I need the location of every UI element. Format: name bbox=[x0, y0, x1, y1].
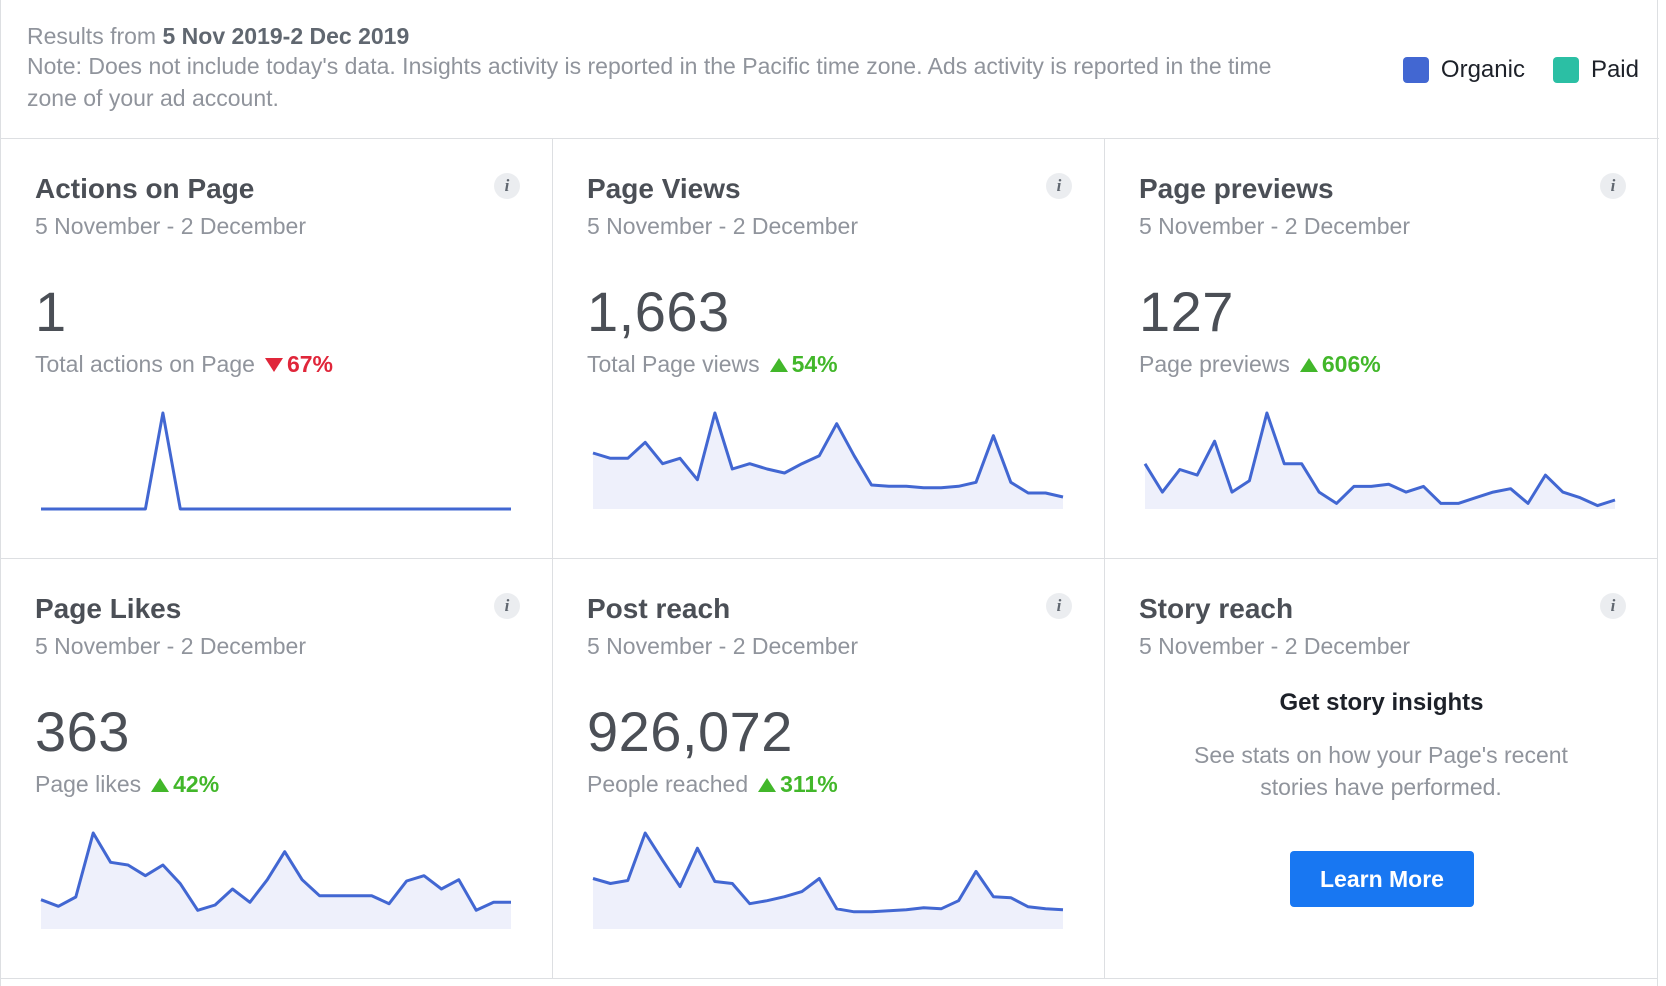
card-title: Page Views bbox=[587, 173, 741, 204]
card-actions-on-page[interactable]: Actions on Page 5 November - 2 December … bbox=[1, 139, 553, 559]
card-value: 127 bbox=[1139, 280, 1234, 343]
card-sub-label: Page previews bbox=[1139, 351, 1290, 377]
card-value: 926,072 bbox=[587, 700, 793, 763]
results-header: Results from 5 Nov 2019-2 Dec 2019 Note:… bbox=[1, 0, 1659, 139]
card-sub: Total Page views 54% bbox=[587, 351, 838, 378]
delta-value: 42% bbox=[173, 771, 220, 797]
delta-badge: 311% bbox=[758, 771, 838, 798]
delta-badge: 67% bbox=[264, 351, 333, 378]
results-range: Results from 5 Nov 2019-2 Dec 2019 bbox=[27, 20, 409, 52]
card-story-reach: Story reach 5 November - 2 December i Ge… bbox=[1105, 559, 1658, 979]
card-sub: Page likes 42% bbox=[35, 771, 219, 798]
triangle-down-icon bbox=[264, 357, 283, 372]
legend-label-paid: Paid bbox=[1590, 56, 1639, 83]
card-value: 363 bbox=[35, 700, 130, 763]
sparkline-chart bbox=[592, 831, 1064, 929]
card-post-reach[interactable]: Post reach 5 November - 2 December i 926… bbox=[553, 559, 1105, 979]
card-date: 5 November - 2 December bbox=[1139, 213, 1410, 239]
sparkline-line bbox=[592, 411, 1064, 499]
triangle-up-icon bbox=[1299, 357, 1318, 372]
sparkline-line bbox=[1143, 411, 1616, 508]
card-title: Actions on Page bbox=[35, 173, 255, 204]
card-title: Post reach bbox=[587, 593, 731, 624]
learn-more-button[interactable]: Learn More bbox=[1290, 851, 1474, 907]
delta-badge: 42% bbox=[151, 771, 219, 798]
delta-badge: 54% bbox=[769, 351, 838, 378]
metrics-grid: Actions on Page 5 November - 2 December … bbox=[1, 139, 1659, 986]
story-insights-description: See stats on how your Page's recent stor… bbox=[1194, 742, 1568, 800]
card-title: Page Likes bbox=[35, 593, 182, 624]
card-date: 5 November - 2 December bbox=[35, 213, 306, 239]
card-page-previews[interactable]: Page previews 5 November - 2 December i … bbox=[1105, 139, 1658, 559]
delta-value: 606% bbox=[1321, 351, 1381, 377]
sparkline-area bbox=[41, 833, 511, 929]
card-sub: Total actions on Page 67% bbox=[35, 351, 333, 378]
card-date: 5 November - 2 December bbox=[587, 633, 858, 659]
card-title: Page previews bbox=[1139, 173, 1334, 204]
results-prefix: Results from bbox=[27, 23, 157, 49]
delta-value: 311% bbox=[780, 771, 838, 797]
info-icon[interactable]: i bbox=[1046, 173, 1072, 199]
card-page-views[interactable]: Page Views 5 November - 2 December i 1,6… bbox=[553, 139, 1105, 559]
delta-badge: 606% bbox=[1299, 351, 1381, 378]
delta-value: 54% bbox=[791, 351, 838, 377]
card-date: 5 November - 2 December bbox=[1139, 633, 1410, 659]
info-icon[interactable]: i bbox=[494, 593, 520, 619]
story-insights-heading: Get story insights bbox=[1279, 689, 1484, 716]
card-sub: People reached 311% bbox=[587, 771, 838, 798]
legend: Organic Paid bbox=[1375, 56, 1639, 84]
sparkline-line bbox=[592, 831, 1064, 914]
info-icon[interactable]: i bbox=[1600, 173, 1626, 199]
sparkline-line bbox=[40, 831, 511, 912]
legend-item-organic[interactable]: Organic bbox=[1402, 56, 1525, 84]
card-value: 1,663 bbox=[587, 280, 730, 343]
card-sub-label: People reached bbox=[587, 771, 749, 797]
sparkline-area bbox=[593, 413, 1063, 509]
sparkline-chart bbox=[592, 411, 1064, 509]
card-value: 1 bbox=[35, 280, 67, 343]
sparkline-area bbox=[593, 833, 1063, 929]
card-sub-label: Page likes bbox=[35, 771, 142, 797]
card-sub: Page previews 606% bbox=[1139, 351, 1381, 378]
paid-swatch bbox=[1552, 57, 1579, 83]
sparkline-area bbox=[1145, 413, 1615, 509]
delta-value: 67% bbox=[286, 351, 333, 377]
sparkline-chart bbox=[1143, 411, 1616, 509]
info-icon[interactable]: i bbox=[494, 173, 520, 199]
triangle-up-icon bbox=[758, 777, 777, 792]
sparkline-line bbox=[41, 411, 511, 511]
sparkline-chart bbox=[40, 831, 511, 929]
card-title: Story reach bbox=[1139, 593, 1294, 624]
info-icon[interactable]: i bbox=[1046, 593, 1072, 619]
info-icon[interactable]: i bbox=[1600, 593, 1626, 619]
card-date: 5 November - 2 December bbox=[35, 633, 306, 659]
card-date: 5 November - 2 December bbox=[587, 213, 858, 239]
legend-label-organic: Organic bbox=[1440, 56, 1525, 83]
results-date-range: 5 Nov 2019-2 Dec 2019 bbox=[162, 23, 410, 49]
card-sub-label: Total Page views bbox=[587, 351, 760, 377]
organic-swatch bbox=[1402, 57, 1429, 83]
card-sub-label: Total actions on Page bbox=[35, 351, 255, 377]
card-page-likes[interactable]: Page Likes 5 November - 2 December i 363… bbox=[1, 559, 553, 979]
sparkline-chart bbox=[41, 411, 511, 511]
triangle-up-icon bbox=[151, 777, 170, 792]
timezone-note: Note: Does not include today's data. Ins… bbox=[27, 53, 1272, 111]
legend-item-paid[interactable]: Paid bbox=[1552, 56, 1639, 84]
triangle-up-icon bbox=[769, 357, 788, 372]
